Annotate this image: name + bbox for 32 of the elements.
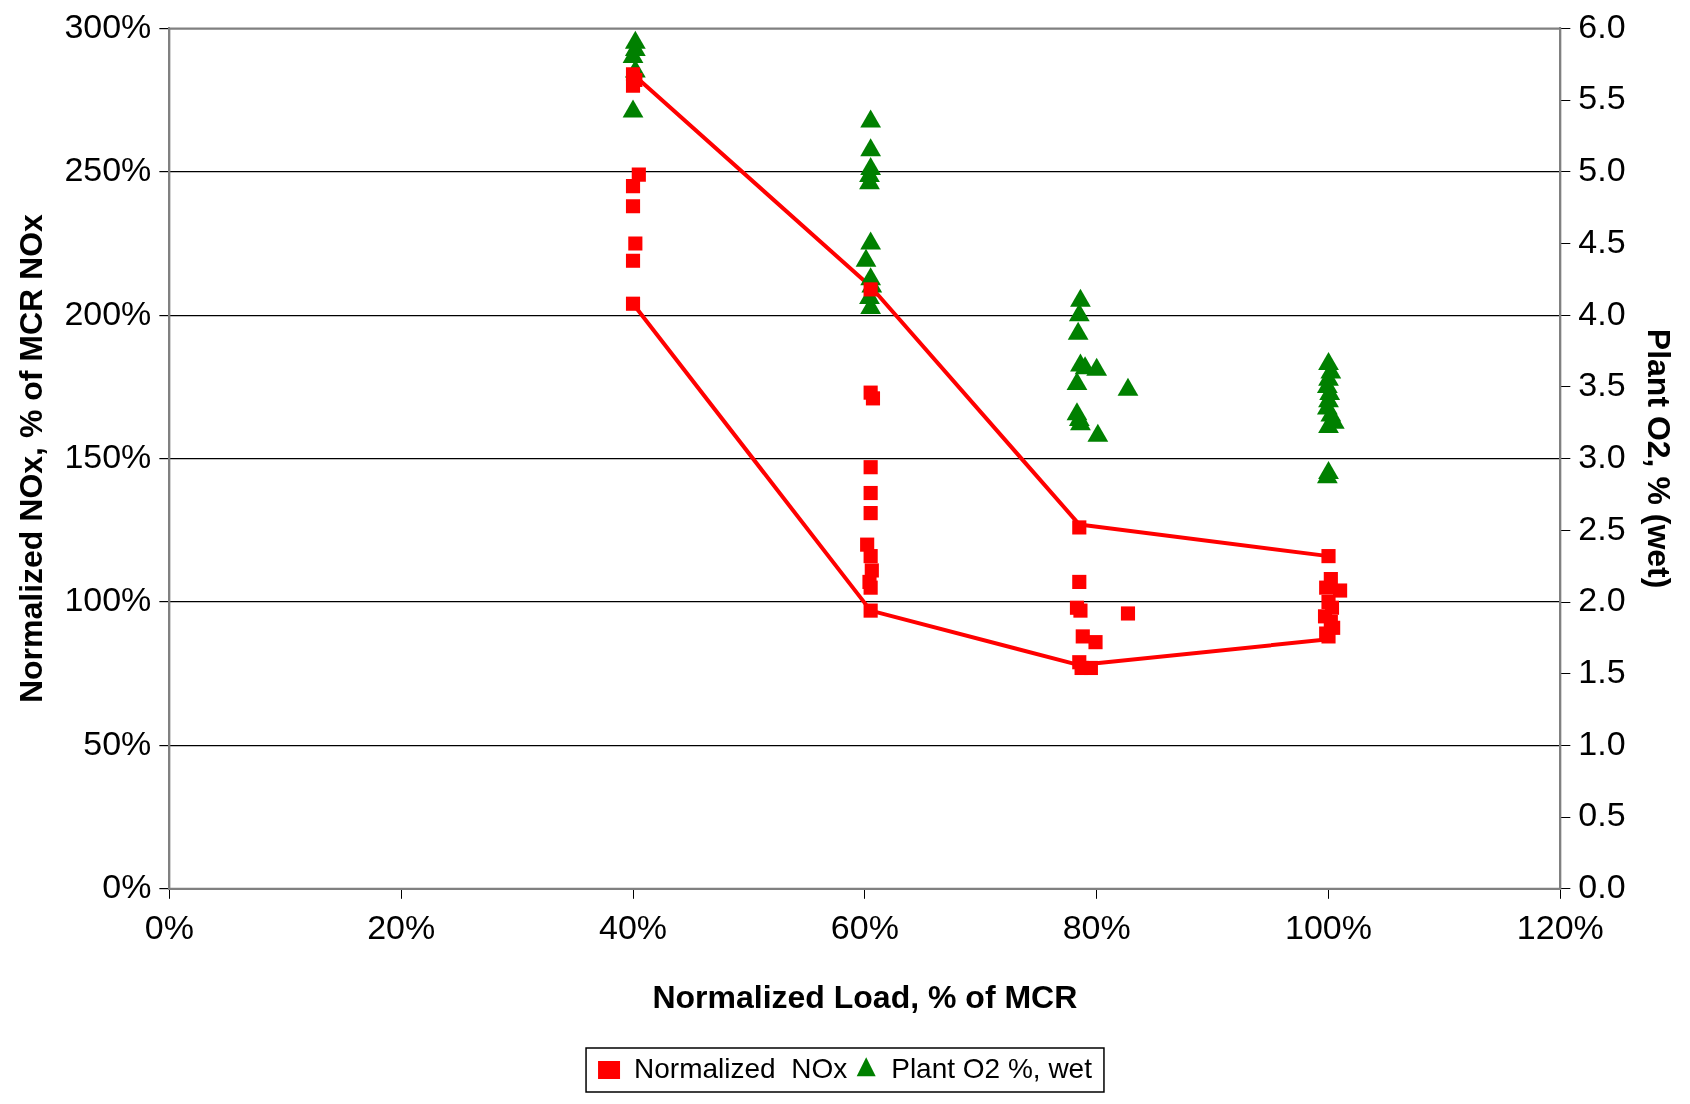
y2-tick-label: 1.5 xyxy=(1578,652,1626,691)
x-tick-label: 0% xyxy=(144,907,194,946)
y-tick-label: 100% xyxy=(64,580,152,619)
y2-tick-label: 1.0 xyxy=(1578,723,1626,762)
legend-label: Normalized NOx xyxy=(634,1052,848,1084)
x-tick-label: 20% xyxy=(367,907,436,946)
y2-tick-label: 0.0 xyxy=(1578,867,1626,906)
y2-tick-label: 0.5 xyxy=(1578,795,1626,834)
y-tick-label: 200% xyxy=(64,293,152,332)
y2-tick-label: 3.0 xyxy=(1578,436,1626,475)
y2-tick-label: 4.5 xyxy=(1578,221,1626,260)
y2-tick-label: 5.0 xyxy=(1578,150,1626,189)
y2-tick-label: 5.5 xyxy=(1578,78,1626,117)
x-tick-label: 100% xyxy=(1285,907,1372,946)
y-tick-label: 250% xyxy=(64,150,152,189)
legend-label: Plant O2 %, wet xyxy=(891,1052,1093,1084)
y-tick-label: 150% xyxy=(64,436,152,475)
y2-axis-title: Plant O2, % (wet) xyxy=(1640,328,1677,589)
y2-tick-label: 2.0 xyxy=(1578,580,1626,619)
y-tick-label: 50% xyxy=(83,723,152,762)
y2-tick-label: 3.5 xyxy=(1578,365,1626,404)
y-axis-title: Normalized NOx, % of MCR NOx xyxy=(13,213,50,704)
x-tick-label: 120% xyxy=(1516,907,1604,946)
y2-tick-label: 4.0 xyxy=(1578,293,1626,332)
x-tick-label: 60% xyxy=(830,907,899,946)
y-tick-label: 0% xyxy=(102,867,152,906)
y2-tick-label: 6.0 xyxy=(1578,6,1626,45)
y-tick-label: 300% xyxy=(64,6,152,45)
x-axis-title: Normalized Load, % of MCR xyxy=(652,978,1078,1015)
y2-tick-label: 2.5 xyxy=(1578,508,1626,547)
x-tick-label: 80% xyxy=(1062,907,1131,946)
x-tick-label: 40% xyxy=(598,907,668,946)
